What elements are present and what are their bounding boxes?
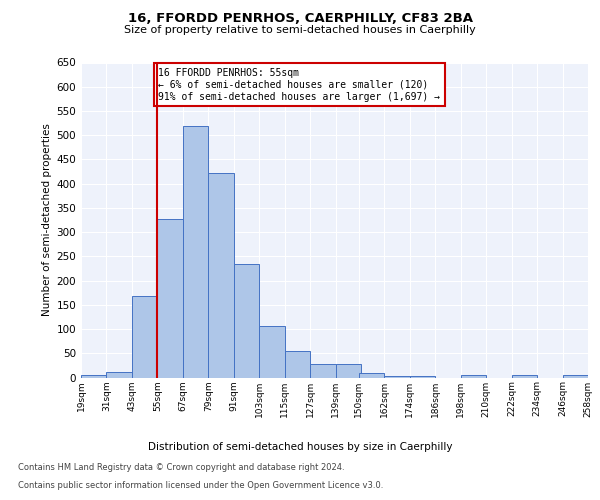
Bar	[588, 376, 600, 378]
Text: 16, FFORDD PENRHOS, CAERPHILLY, CF83 2BA: 16, FFORDD PENRHOS, CAERPHILLY, CF83 2BA	[128, 12, 473, 26]
Bar	[157, 218, 183, 378]
Text: Size of property relative to semi-detached houses in Caerphilly: Size of property relative to semi-detach…	[124, 25, 476, 35]
Y-axis label: Number of semi-detached properties: Number of semi-detached properties	[42, 124, 52, 316]
Text: 16 FFORDD PENRHOS: 55sqm
← 6% of semi-detached houses are smaller (120)
91% of s: 16 FFORDD PENRHOS: 55sqm ← 6% of semi-de…	[158, 68, 440, 102]
Bar	[563, 375, 588, 378]
Bar	[461, 375, 486, 378]
Bar	[234, 264, 259, 378]
Bar	[512, 375, 537, 378]
Bar	[385, 376, 410, 378]
Text: Contains HM Land Registry data © Crown copyright and database right 2024.: Contains HM Land Registry data © Crown c…	[18, 464, 344, 472]
Bar	[132, 296, 157, 378]
Bar	[410, 376, 435, 378]
Bar	[208, 173, 234, 378]
Bar	[106, 372, 132, 378]
Bar	[284, 351, 310, 378]
Bar	[310, 364, 335, 378]
Bar	[81, 375, 106, 378]
Text: Distribution of semi-detached houses by size in Caerphilly: Distribution of semi-detached houses by …	[148, 442, 452, 452]
Bar	[335, 364, 361, 378]
Bar	[259, 326, 284, 378]
Bar	[359, 372, 385, 378]
Bar	[183, 126, 208, 378]
Text: Contains public sector information licensed under the Open Government Licence v3: Contains public sector information licen…	[18, 481, 383, 490]
